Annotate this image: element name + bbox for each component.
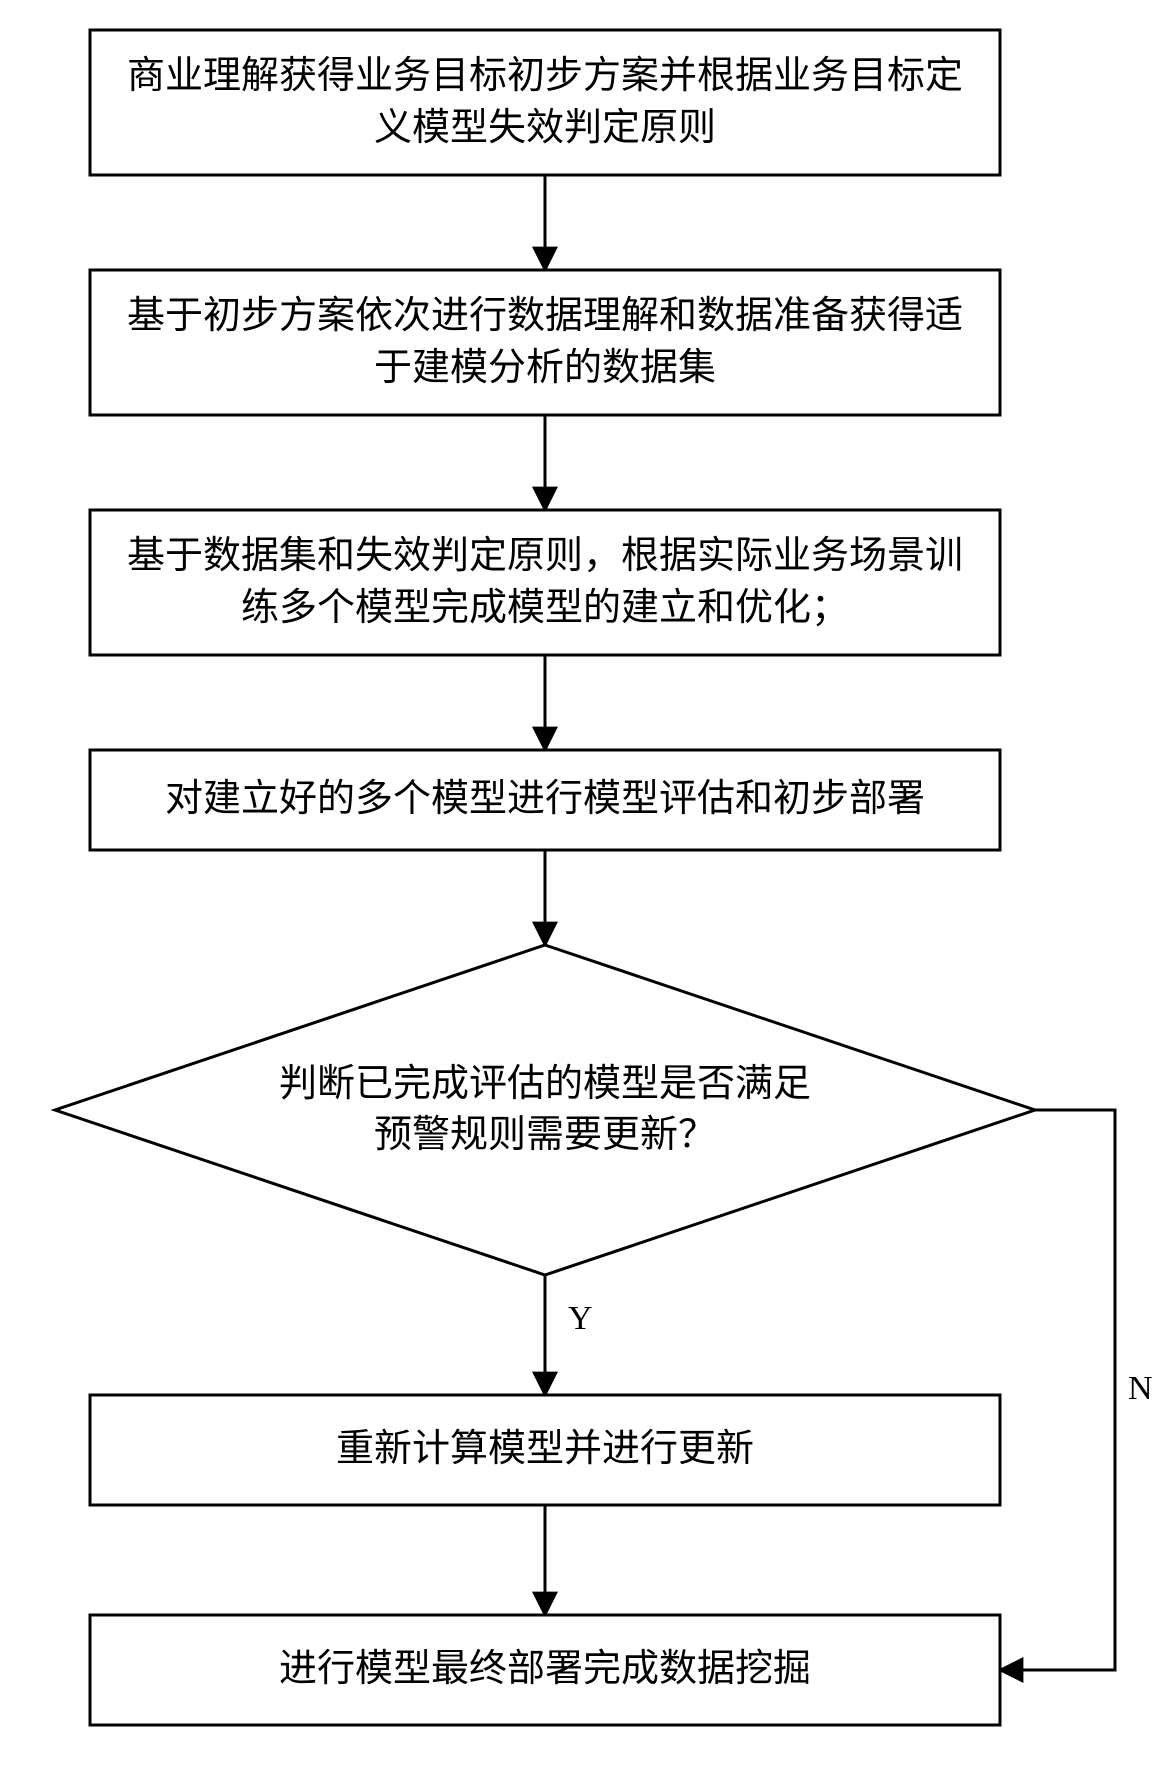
flowchart-canvas <box>0 0 1172 1774</box>
node-label-n6: 重新计算模型并进行更新 <box>90 1395 1000 1505</box>
edge-e6 <box>1000 1110 1115 1670</box>
node-label-n4: 对建立好的多个模型进行模型评估和初步部署 <box>90 750 1000 850</box>
edge-label-e6: N <box>1128 1370 1153 1408</box>
node-label-n1: 商业理解获得业务目标初步方案并根据业务目标定义模型失效判定原则 <box>90 30 1000 175</box>
node-label-n2: 基于初步方案依次进行数据理解和数据准备获得适于建模分析的数据集 <box>90 270 1000 415</box>
edge-label-e5: Y <box>568 1300 593 1338</box>
node-label-n7: 进行模型最终部署完成数据挖掘 <box>90 1615 1000 1725</box>
node-label-n5: 判断已完成评估的模型是否满足预警规则需要更新？ <box>241 1008 849 1213</box>
node-label-n3: 基于数据集和失效判定原则，根据实际业务场景训练多个模型完成模型的建立和优化； <box>90 510 1000 655</box>
